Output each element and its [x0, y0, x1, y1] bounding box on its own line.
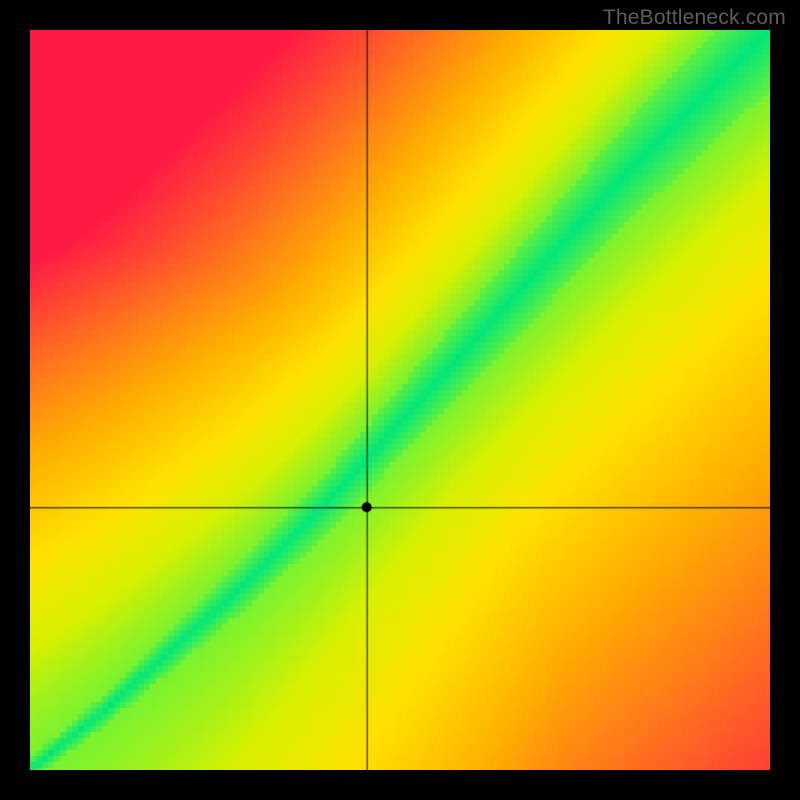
- heatmap-plot-area: [30, 30, 770, 770]
- watermark-text: TheBottleneck.com: [603, 6, 786, 30]
- heatmap-canvas: [30, 30, 770, 770]
